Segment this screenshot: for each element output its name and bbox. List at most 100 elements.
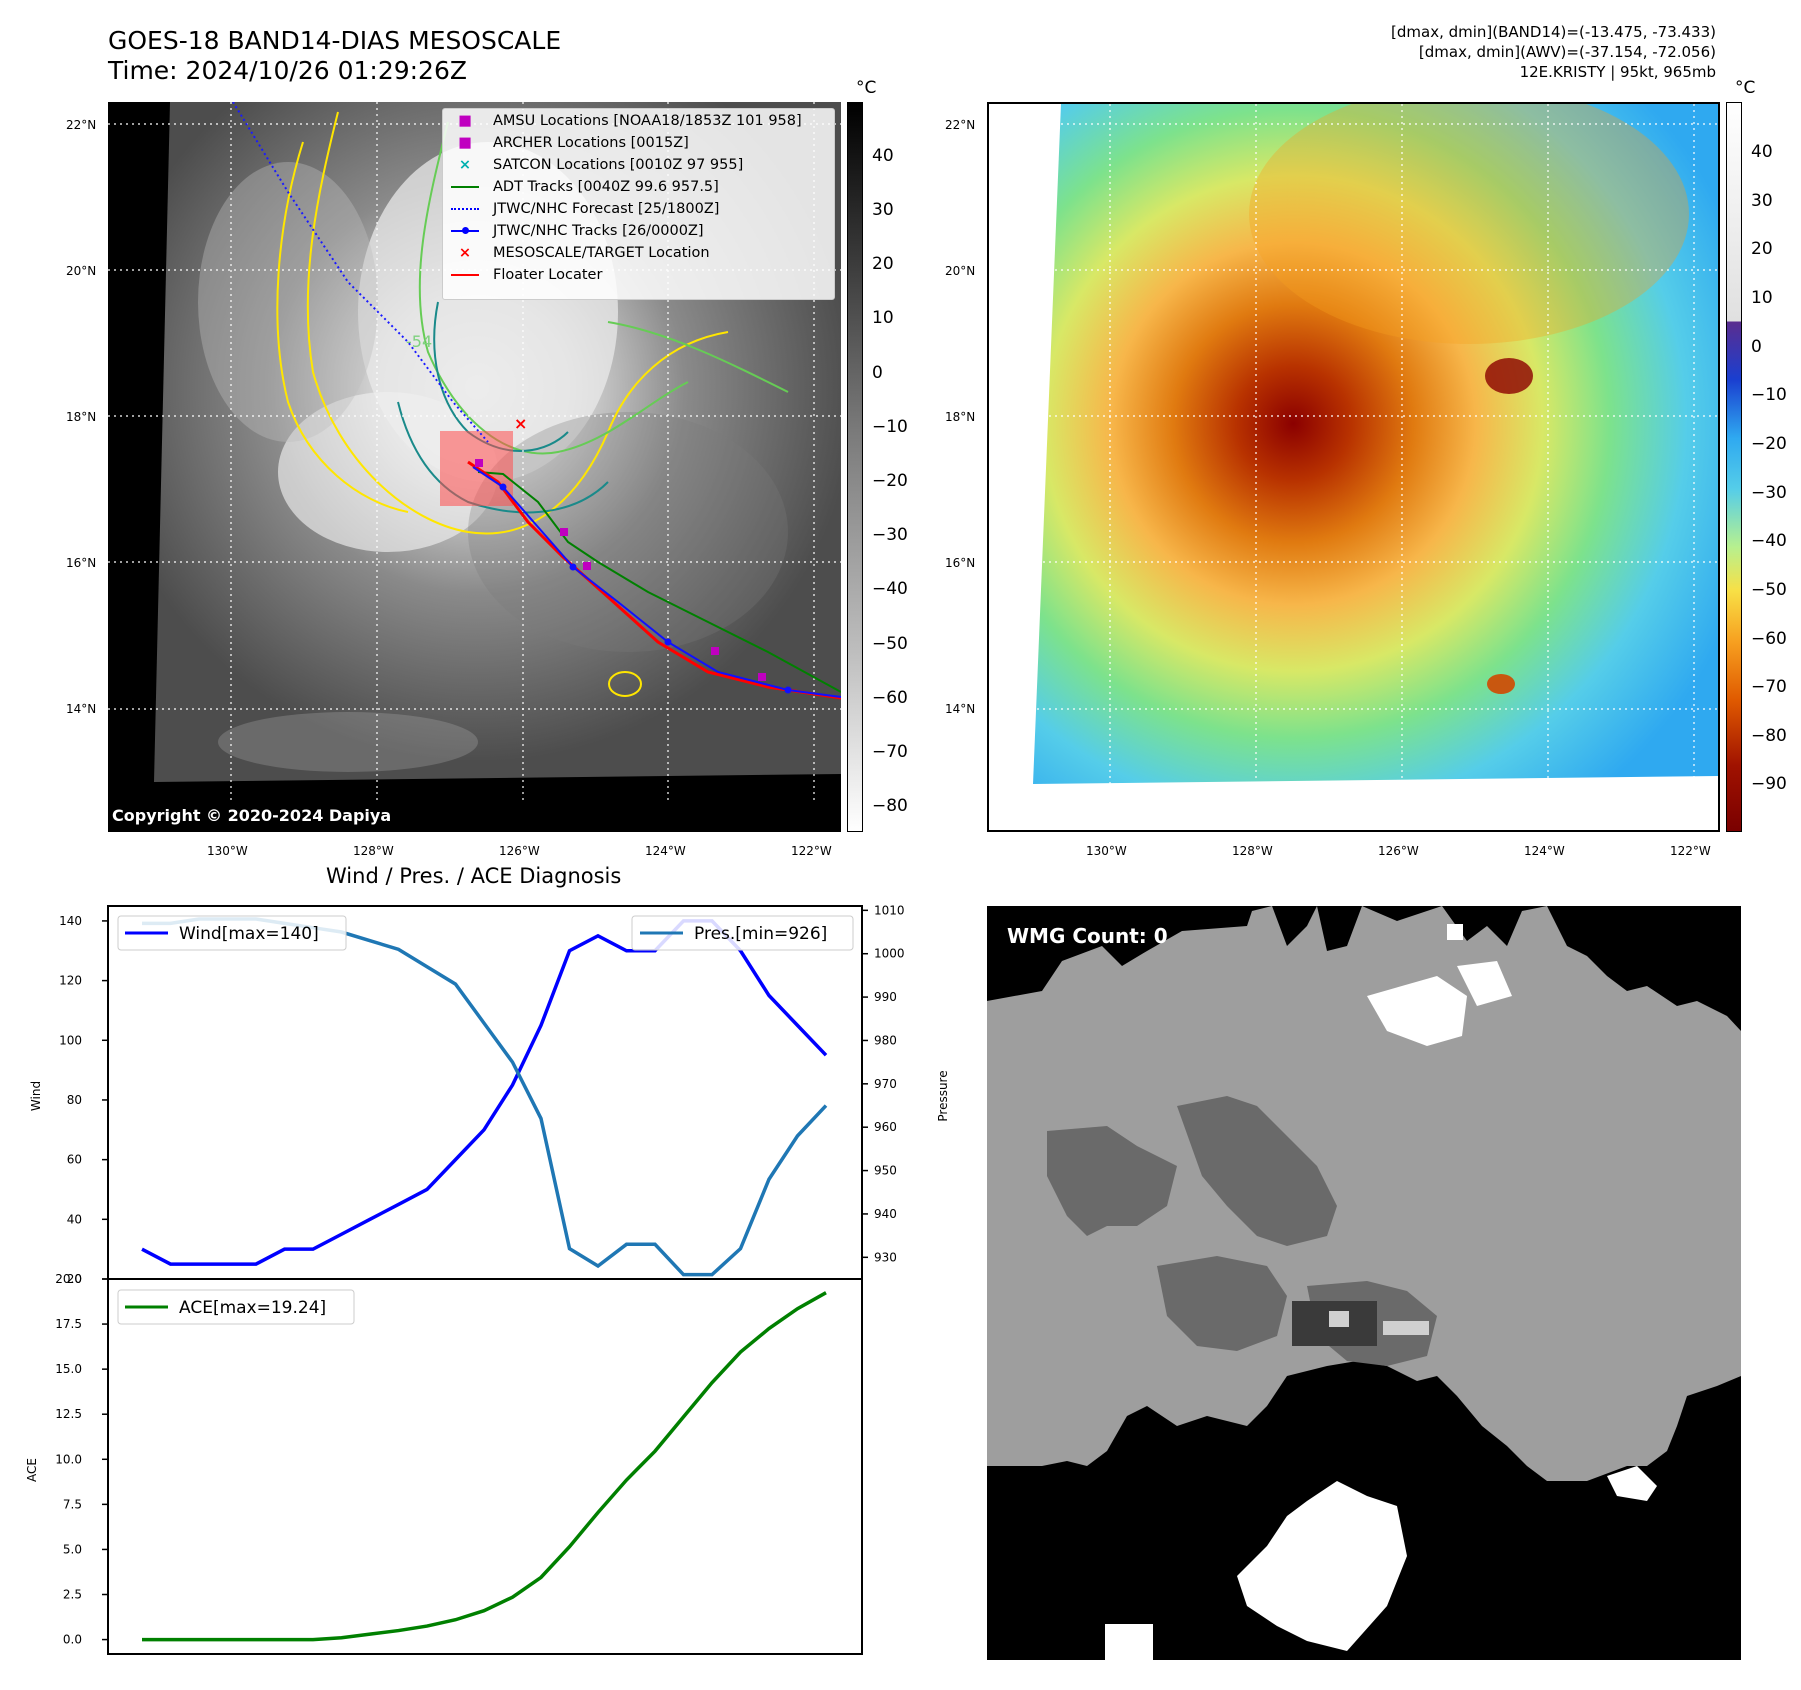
wv-map-panel (987, 102, 1720, 832)
lat-label: 22°N (945, 118, 976, 132)
floater-track-line (467, 460, 841, 700)
lon-label: 122°W (791, 844, 832, 858)
wind-tick-label: 120 (59, 974, 82, 988)
wv-map-image (989, 104, 1718, 830)
wind-legend-label: Wind[max=140] (179, 924, 319, 944)
lat-label: 22°N (66, 118, 97, 132)
diag-title: Wind / Pres. / ACE Diagnosis (326, 864, 622, 888)
wv-colorbar (1726, 102, 1742, 832)
lon-label: 124°W (1524, 844, 1565, 858)
pressure-tick-label: 990 (874, 990, 897, 1004)
pressure-tick-label: 970 (874, 1077, 897, 1091)
awv-range: [dmax, dmin](AWV)=(-37.154, -72.056) (1418, 43, 1716, 61)
legend-amsu: ■ AMSU Locations [NOAA18/1853Z 101 958] (451, 113, 802, 129)
adt-track-line (477, 471, 841, 693)
ace-tick-label: 12.5 (55, 1407, 82, 1421)
wmg-count-label: WMG Count: 0 (1007, 924, 1168, 948)
wind-tick-label: 20 (67, 1272, 82, 1286)
wmg-panel: WMG Count: 0 (987, 906, 1741, 1660)
line-dot-icon (451, 227, 479, 234)
pressure-series-line (142, 917, 828, 1277)
pressure-tick-label: 1010 (874, 903, 905, 917)
lon-label: 128°W (353, 844, 394, 858)
diag-chart-svg: 20 40 60 80 100 120 140 930 940 950 960 970 980 990 1… (25, 903, 950, 1655)
ace-tick-label: 10.0 (55, 1452, 82, 1466)
pressure-tick-label: 950 (874, 1164, 897, 1178)
lon-label: 122°W (1670, 844, 1711, 858)
line-icon (451, 186, 479, 188)
colorbar-unit: °C (1735, 78, 1756, 98)
pressure-tick-label: 1000 (874, 947, 905, 961)
x-marker-icon: × (458, 157, 472, 173)
lat-label: 16°N (945, 556, 976, 570)
legend-floater: Floater Locater (451, 267, 602, 283)
copyright-text: Copyright © 2020-2024 Dapiya (112, 806, 392, 825)
legend-target: × MESOSCALE/TARGET Location (451, 245, 710, 261)
legend-satcon: × SATCON Locations [0010Z 97 955] (451, 157, 743, 173)
x-marker-icon: × (458, 245, 472, 261)
ace-tick-label: 15.0 (55, 1362, 82, 1376)
storm-info: 12E.KRISTY | 95kt, 965mb (1519, 63, 1716, 81)
wind-series-line (141, 919, 828, 1266)
square-marker-icon: ■ (458, 113, 472, 129)
ace-tick-label: 2.5 (63, 1588, 82, 1602)
pressure-legend: Pres.[min=926] (631, 915, 854, 951)
lon-label: 130°W (1086, 844, 1127, 858)
ace-axis-label: ACE (25, 1458, 39, 1482)
lon-label: 128°W (1232, 844, 1273, 858)
colorbar-unit: °C (856, 78, 877, 98)
lon-label: 130°W (207, 844, 248, 858)
ace-tick-label: 7.5 (63, 1497, 82, 1511)
legend-adt: ADT Tracks [0040Z 99.6 957.5] (451, 179, 719, 195)
wind-tick-label: 40 (67, 1212, 82, 1226)
ace-axes (107, 1278, 863, 1655)
ir-map-legend: ■ AMSU Locations [NOAA18/1853Z 101 958] ■… (442, 108, 835, 300)
lon-label: 124°W (645, 844, 686, 858)
wmg-image (987, 906, 1741, 1660)
ace-tick-label: 17.5 (55, 1317, 82, 1331)
wind-axis-label: Wind (29, 1081, 43, 1111)
wind-tick-label: 80 (67, 1093, 82, 1107)
line-icon (451, 274, 479, 276)
ir-map-panel: -54 × Copyright © 20 (108, 102, 841, 832)
ir-colorbar (847, 102, 863, 832)
wind-tick-label: 60 (67, 1153, 82, 1167)
jtwc-track-line (472, 466, 841, 698)
lon-label: 126°W (1378, 844, 1419, 858)
lat-label: 14°N (66, 702, 97, 716)
lat-label: 20°N (66, 264, 97, 278)
lat-label: 14°N (945, 702, 976, 716)
ace-legend: ACE[max=19.24] (117, 1289, 355, 1325)
figure-time: Time: 2024/10/26 01:29:26Z (108, 56, 467, 85)
pressure-legend-label: Pres.[min=926] (694, 924, 827, 944)
lat-label: 20°N (945, 264, 976, 278)
wind-tick-label: 100 (59, 1033, 82, 1047)
legend-jtwc-tracks: JTWC/NHC Tracks [26/0000Z] (451, 223, 704, 239)
wind-tick-label: 140 (59, 914, 82, 928)
lat-label: 18°N (945, 410, 976, 424)
wv-colorbar-ticks: 40 30 20 10 0 −10 −20 −30 −40 −50 −60 −7… (1751, 142, 1787, 794)
jtwc-forecast-line (232, 102, 489, 443)
pressure-tick-label: 940 (874, 1207, 897, 1221)
pressure-tick-label: 930 (874, 1250, 897, 1264)
wind-legend: Wind[max=140] (117, 915, 347, 951)
target-x-marker: × (514, 414, 527, 433)
ir-colorbar-ticks: 40 30 20 10 0 −10 −20 −30 −40 −50 −60 −7… (872, 146, 908, 816)
contour-label: -54 (406, 332, 432, 351)
figure-title: GOES-18 BAND14-DIAS MESOSCALE (108, 26, 562, 55)
legend-archer: ■ ARCHER Locations [0015Z] (451, 135, 689, 151)
lat-label: 16°N (66, 556, 97, 570)
band14-range: [dmax, dmin](BAND14)=(-13.475, -73.433) (1391, 23, 1716, 41)
dotted-line-icon (451, 208, 479, 210)
legend-jtwc-forecast: JTWC/NHC Forecast [25/1800Z] (451, 201, 719, 217)
square-marker-icon: ■ (458, 135, 472, 151)
lat-label: 18°N (66, 410, 97, 424)
ace-legend-label: ACE[max=19.24] (179, 1298, 326, 1318)
ace-tick-label: 0.0 (63, 1633, 82, 1647)
pressure-axis-label: Pressure (936, 1070, 950, 1121)
ace-tick-label: 20.0 (55, 1272, 82, 1286)
pressure-tick-label: 960 (874, 1120, 897, 1134)
lon-label: 126°W (499, 844, 540, 858)
ace-series-line (142, 1291, 827, 1642)
ace-tick-label: 5.0 (63, 1542, 82, 1556)
